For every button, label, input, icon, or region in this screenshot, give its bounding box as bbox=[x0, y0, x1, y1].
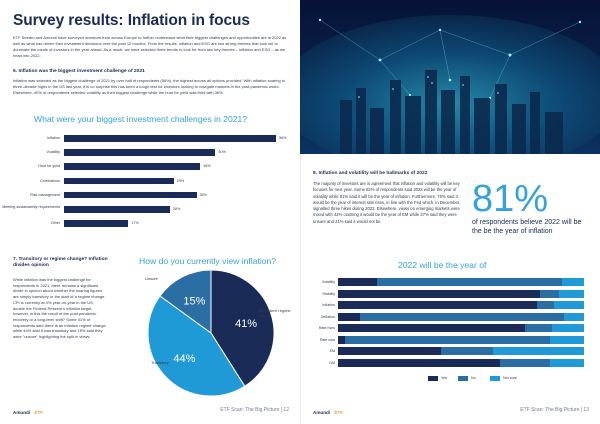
section-8-body: The majority of investors are in agreeme… bbox=[313, 181, 461, 224]
bar-value-label: 36% bbox=[203, 164, 211, 169]
page-title: Survey results: Inflation in focus bbox=[13, 12, 250, 29]
stacked-category-label: Volatility bbox=[321, 280, 335, 284]
pie-chart-title: How do you currently view inflation? bbox=[139, 256, 277, 266]
big-stat: 81% bbox=[472, 178, 549, 220]
stacked-segment bbox=[549, 358, 584, 367]
amundi-logo-right: Amundi ETF bbox=[313, 410, 344, 415]
legend-swatch bbox=[490, 376, 500, 381]
stacked-category-label: Stability bbox=[322, 291, 335, 296]
challenges-bar-chart: Inflation 56% Volatility 40% Hunt for yield 3… bbox=[0, 134, 300, 236]
stacked-segment bbox=[338, 312, 361, 321]
legend-label: Not sure bbox=[503, 376, 517, 380]
legend-label: No bbox=[471, 376, 476, 380]
bar-category-label: Risk management bbox=[30, 192, 60, 197]
stacked-segment bbox=[338, 358, 501, 367]
inflation-view-pie-chart: 41% 44% 15% bbox=[147, 269, 275, 397]
bar bbox=[64, 163, 201, 170]
stacked-segment bbox=[500, 358, 550, 367]
stacked-category-label: Inflation bbox=[322, 303, 335, 307]
stacked-chart-title: 2022 will be the year of bbox=[398, 260, 487, 270]
pie-slice-unsure bbox=[159, 269, 212, 334]
pie-value-label: 44% bbox=[173, 353, 195, 365]
bar-chart-title: What were your biggest investment challe… bbox=[34, 114, 248, 124]
bar bbox=[64, 135, 276, 142]
stacked-category-label: DM bbox=[329, 360, 335, 365]
pie-value-label: 15% bbox=[183, 295, 205, 307]
stacked-segment bbox=[360, 312, 565, 321]
bar-value-label: 28% bbox=[173, 207, 181, 211]
stacked-segment bbox=[338, 335, 346, 344]
section-6-heading: 6. Inflation was the biggest investment … bbox=[13, 69, 145, 74]
pie-slice-transitory bbox=[147, 295, 246, 397]
bar-category-label: Volatility bbox=[46, 150, 60, 155]
bar-value-label: 40% bbox=[218, 150, 226, 155]
intro-paragraph: ETF Stream and Amundi have surveyed inve… bbox=[13, 35, 287, 58]
stacked-category-label: Deflation bbox=[320, 314, 335, 319]
stacked-segment bbox=[338, 347, 442, 355]
stacked-segment bbox=[564, 312, 584, 321]
bar bbox=[64, 149, 216, 156]
pie-outer-label-unsure: Unsure bbox=[145, 276, 158, 281]
stacked-segment bbox=[537, 301, 555, 309]
amundi-logo: Amundi ETF bbox=[13, 410, 44, 415]
city-hero-image bbox=[300, 0, 600, 154]
bar-category-label: Other bbox=[50, 221, 60, 226]
stacked-segment bbox=[345, 335, 550, 344]
stacked-segment bbox=[524, 324, 552, 332]
bar-category-label: Correlations bbox=[40, 178, 60, 183]
page-gutter bbox=[300, 0, 301, 424]
bar bbox=[64, 220, 129, 227]
year-of-stacked-chart: Volatility Stability Inflation Deflation Rat… bbox=[300, 278, 600, 388]
pie-value-label: 41% bbox=[235, 318, 257, 330]
bar-category-label: Meeting sustainability requirements bbox=[2, 205, 60, 209]
stacked-segment bbox=[539, 289, 560, 298]
page-footer: ETF Scan: The Big Picture | 12 bbox=[220, 407, 289, 413]
page-footer-right: ETF Scan: The Big Picture | 13 bbox=[520, 407, 589, 413]
stacked-segment bbox=[441, 347, 493, 355]
stacked-segment bbox=[552, 324, 584, 332]
stacked-segment bbox=[338, 301, 538, 309]
section-6-body: Inflation was selected as the biggest ch… bbox=[13, 78, 286, 95]
stacked-segment bbox=[549, 335, 584, 344]
bar-category-label: Inflation bbox=[47, 136, 60, 140]
legend-swatch bbox=[458, 376, 468, 381]
pie-outer-label-regime: 'Persistent' regime change bbox=[258, 308, 291, 318]
stacked-segment bbox=[492, 347, 584, 355]
bar-value-label: 35% bbox=[199, 192, 207, 197]
bar bbox=[64, 177, 174, 185]
big-stat-caption: of respondents believe 2022 will be the … bbox=[472, 219, 582, 235]
bar-value-label: 29% bbox=[176, 178, 185, 183]
stacked-segment bbox=[559, 289, 584, 298]
page-12: Survey results: Inflation in focus ETF S… bbox=[0, 12, 300, 415]
stacked-segment bbox=[338, 324, 525, 332]
page-13: 8. Inflation and volatility will be hall… bbox=[300, 0, 600, 424]
bar-value-label: 17% bbox=[131, 221, 139, 226]
stacked-segment bbox=[561, 278, 584, 286]
bar-value-label: 56% bbox=[279, 136, 287, 140]
stacked-category-label: EM bbox=[329, 349, 335, 353]
bar bbox=[64, 191, 197, 199]
stacked-segment bbox=[554, 301, 584, 309]
stacked-category-label: Rate cuts bbox=[319, 337, 335, 342]
stacked-segment bbox=[338, 289, 540, 298]
section-7-body: While inflation was the biggest challeng… bbox=[13, 277, 106, 340]
pie-outer-label-transitory: Transitory bbox=[151, 360, 169, 365]
stacked-segment bbox=[338, 278, 378, 286]
legend-label: Yes bbox=[441, 376, 448, 380]
section-7-heading: 7. Transitory or regime change? Inflatio… bbox=[13, 257, 108, 269]
legend-swatch bbox=[428, 376, 438, 381]
stacked-category-label: Rate rises bbox=[318, 326, 335, 330]
bar-category-label: Hunt for yield bbox=[38, 164, 60, 169]
stacked-segment bbox=[377, 278, 562, 286]
section-8-heading: 8. Inflation and volatility will be hall… bbox=[313, 171, 428, 176]
bar bbox=[64, 206, 170, 213]
